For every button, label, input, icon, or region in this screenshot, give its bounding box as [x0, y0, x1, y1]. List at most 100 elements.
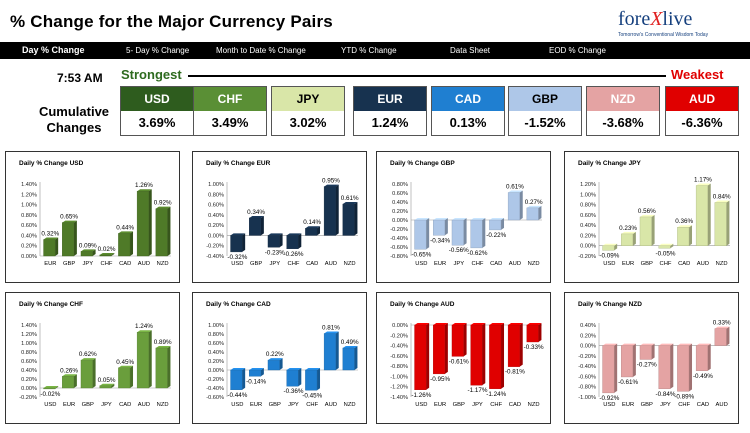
- y-tick-label: 0.20%: [208, 223, 224, 229]
- chart-plot-aud: 0.00% -0.20% -0.40% -0.60% -0.80% -1.00% -1.20…: [390, 323, 544, 408]
- y-tick-label: 1.00%: [208, 323, 224, 329]
- nav-bar: Day % Change 5- Day % Change Month to Da…: [0, 42, 750, 59]
- y-tick-label: 0.00%: [580, 344, 596, 350]
- y-tick-label: 0.40%: [208, 350, 224, 356]
- bar-side: [354, 345, 358, 370]
- nav-tab-ytd-change[interactable]: YTD % Change: [341, 46, 397, 55]
- bar-eur: [621, 233, 634, 246]
- data-label: 1.24%: [135, 323, 153, 330]
- data-label: -0.34%: [430, 237, 450, 244]
- category-label: CHF: [678, 402, 690, 408]
- bar-nzd: [155, 347, 168, 389]
- bar-top: [137, 330, 152, 333]
- bar-gbp: [80, 359, 93, 389]
- bar-cad: [507, 324, 520, 367]
- category-label: EUR: [622, 261, 634, 267]
- bar-usd: [230, 235, 243, 253]
- nav-tab-eod-change[interactable]: EOD % Change: [549, 46, 606, 55]
- bar-cad: [118, 233, 131, 257]
- bar-side: [689, 343, 693, 392]
- card-currency-code: USD: [121, 87, 193, 111]
- category-label: AUD: [716, 402, 728, 408]
- card-cumulative-value: 0.13%: [449, 115, 487, 130]
- category-label: GBP: [82, 402, 94, 408]
- y-tick-label: 0.60%: [21, 359, 37, 365]
- category-label: AUD: [509, 261, 521, 267]
- forexlive-logo[interactable]: foreXlive Tomorrow's Conventional Wisdom…: [612, 6, 740, 40]
- bar-side: [707, 183, 711, 246]
- bar-nzd: [342, 347, 355, 371]
- bar-side: [426, 323, 430, 390]
- nav-tab-data-sheet[interactable]: Data Sheet: [450, 46, 491, 55]
- data-label: 0.14%: [303, 219, 321, 226]
- bar-top: [639, 214, 655, 217]
- data-label: -0.22%: [486, 232, 506, 239]
- bar-side: [482, 323, 486, 386]
- bar-nzd: [714, 202, 727, 246]
- currency-card-jpy: JPY 3.02%: [271, 86, 345, 136]
- y-tick-label: 0.60%: [208, 203, 224, 209]
- chart-title: Daily % Change CAD: [206, 301, 271, 308]
- bar-top: [267, 233, 283, 236]
- bar-side: [335, 184, 339, 236]
- nav-tab-day-change[interactable]: Day % Change: [22, 45, 85, 55]
- y-tick-label: 1.20%: [21, 192, 37, 198]
- data-label: 0.34%: [247, 209, 265, 216]
- y-tick-label: -0.80%: [390, 254, 408, 260]
- bar-top: [451, 218, 467, 220]
- bar-top: [80, 358, 96, 361]
- currency-card-cad: CAD 0.13%: [431, 86, 505, 136]
- y-tick-label: -1.20%: [390, 385, 408, 391]
- timestamp: 7:53 AM: [57, 71, 103, 85]
- bar-side: [482, 218, 486, 248]
- nav-tab-5-day-change[interactable]: 5- Day % Change: [126, 46, 190, 55]
- bar-top: [99, 383, 115, 386]
- bar-top: [658, 243, 674, 246]
- data-label: -0.33%: [524, 344, 544, 351]
- currency-card-usd: USD 3.69%: [120, 86, 194, 136]
- bar-top: [99, 252, 115, 255]
- bar-usd: [414, 219, 427, 250]
- data-label: -0.61%: [449, 358, 469, 365]
- bar-top: [433, 323, 448, 325]
- data-label: -0.36%: [284, 388, 304, 395]
- bar-aud: [323, 333, 336, 371]
- y-tick-label: 0.00%: [392, 218, 408, 224]
- data-label: 0.92%: [154, 200, 172, 207]
- category-label: EUR: [622, 402, 634, 408]
- bar-jpy: [80, 251, 93, 257]
- data-label: -1.26%: [411, 392, 431, 399]
- y-tick-label: 0.00%: [580, 244, 596, 250]
- bar-top: [43, 237, 59, 240]
- category-label: JPY: [288, 402, 299, 408]
- data-label: -0.61%: [618, 379, 638, 386]
- y-tick-label: 0.00%: [392, 323, 408, 329]
- category-label: CHF: [101, 261, 113, 267]
- data-label: 0.45%: [116, 359, 134, 366]
- category-label: EUR: [434, 261, 446, 267]
- bar-aud: [136, 191, 149, 257]
- bar-side: [260, 215, 264, 236]
- bar-top: [621, 231, 636, 234]
- data-label: 0.56%: [638, 208, 656, 215]
- chart-title: Daily % Change AUD: [390, 301, 455, 308]
- bar-top: [80, 249, 96, 252]
- y-tick-label: 0.20%: [392, 209, 408, 215]
- bar-top: [602, 343, 618, 346]
- category-label: CHF: [472, 261, 484, 267]
- bar-side: [632, 343, 636, 377]
- strength-scale-line: [188, 75, 666, 77]
- category-label: USD: [44, 402, 56, 408]
- bar-side: [726, 200, 730, 246]
- bar-side: [426, 218, 430, 250]
- nav-tab-month-to-date[interactable]: Month to Date % Change: [216, 46, 306, 55]
- bar-top: [526, 323, 542, 325]
- bar-chf: [658, 245, 671, 249]
- bar-side: [55, 386, 59, 389]
- category-label: CAD: [678, 261, 690, 267]
- bar-side: [242, 233, 246, 252]
- bar-nzd: [342, 203, 355, 236]
- bar-side: [519, 190, 523, 220]
- y-tick-label: 0.00%: [208, 368, 224, 374]
- chart-gbp: Daily % Change GBP 0.80% 0.60% 0.40% 0.20% 0.…: [376, 151, 551, 283]
